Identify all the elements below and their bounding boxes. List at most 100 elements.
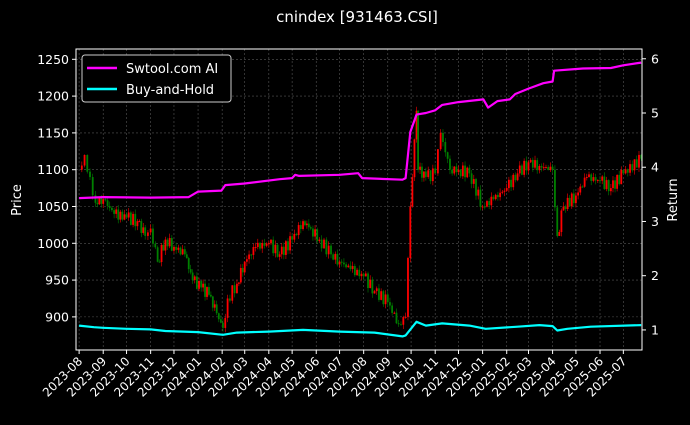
candle [338,261,341,265]
candle [626,169,629,173]
candle [96,202,99,205]
candle [204,283,206,297]
candle [409,206,412,259]
candle [427,170,430,178]
candle [455,166,458,173]
candle [140,221,143,233]
candle [596,179,599,181]
candle [367,273,369,289]
candle [494,194,497,200]
candle [446,152,449,159]
candle [144,227,147,236]
candle [499,192,502,198]
candle [449,158,451,170]
candle [183,249,186,255]
candle [119,211,122,220]
candle [241,267,244,273]
candle [312,228,314,237]
candle [461,165,464,177]
candle [384,294,387,305]
candle [439,132,442,150]
candle [437,149,439,174]
y-tick-label: 1100 [37,162,69,177]
candle [278,254,281,257]
y-tick-label: 1150 [37,125,69,140]
candle [285,241,287,255]
candle [527,162,530,171]
y-tick-label: 1000 [37,236,69,251]
candle [259,242,261,249]
candle [353,266,356,276]
candle [417,110,419,170]
candle [616,174,619,189]
candle [486,201,488,207]
candle [518,165,521,174]
candle [304,221,306,226]
candle [237,282,240,284]
candle [209,294,212,297]
candle [282,246,285,255]
candle [525,160,528,171]
candle [375,288,378,292]
candle [614,180,616,189]
candle [108,205,111,208]
candle [104,199,107,201]
y2-tick-label: 5 [651,105,659,120]
candle [181,249,184,255]
y2-tick-label: 4 [651,160,659,175]
candle [423,171,425,178]
candle [389,302,391,306]
candle [261,243,264,249]
candle [226,298,229,318]
y2-tick-label: 3 [651,214,659,229]
candle [501,191,504,193]
candle [391,305,394,313]
candle [340,261,343,263]
y-tick-label: 900 [45,309,69,324]
y-axis-label: Price [10,184,25,216]
candle [215,304,218,314]
candle [198,280,200,289]
candle [534,160,536,168]
candle [206,287,208,297]
candle [152,228,154,244]
candle [276,244,279,257]
candle [343,262,345,265]
candle [154,243,157,248]
candle [371,279,374,294]
candle [638,154,640,168]
candle [211,296,214,308]
candle [265,243,268,246]
candle [267,243,270,245]
candle [231,285,234,301]
candle [195,276,198,289]
candle [442,132,444,142]
candle [193,276,196,281]
candle [453,166,456,174]
candle [106,200,109,206]
candle [134,213,137,227]
candle [618,174,621,185]
series-line-buy-and-hold [78,320,642,338]
return-lines [78,61,642,338]
candle [187,258,190,270]
candle [147,232,149,236]
candle [558,232,561,236]
candle [270,239,272,244]
candle [536,160,539,171]
candle [91,177,94,196]
candle [620,169,623,185]
candle [239,267,242,283]
candle [479,189,482,207]
candle [599,179,601,181]
candle [603,176,606,190]
candle [434,168,437,174]
candle [395,312,398,324]
candle [564,206,567,210]
candle [179,247,182,255]
candle [411,177,414,207]
candle [138,221,141,223]
candle [351,266,354,270]
candle [477,189,480,196]
